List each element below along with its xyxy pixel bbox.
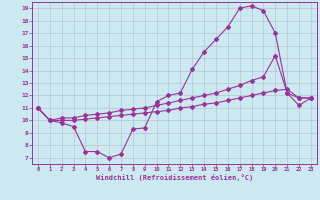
X-axis label: Windchill (Refroidissement éolien,°C): Windchill (Refroidissement éolien,°C) (96, 174, 253, 181)
